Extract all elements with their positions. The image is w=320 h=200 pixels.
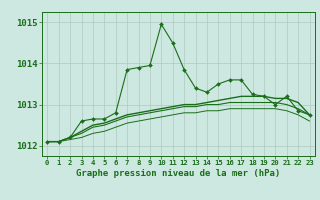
X-axis label: Graphe pression niveau de la mer (hPa): Graphe pression niveau de la mer (hPa) bbox=[76, 169, 281, 178]
